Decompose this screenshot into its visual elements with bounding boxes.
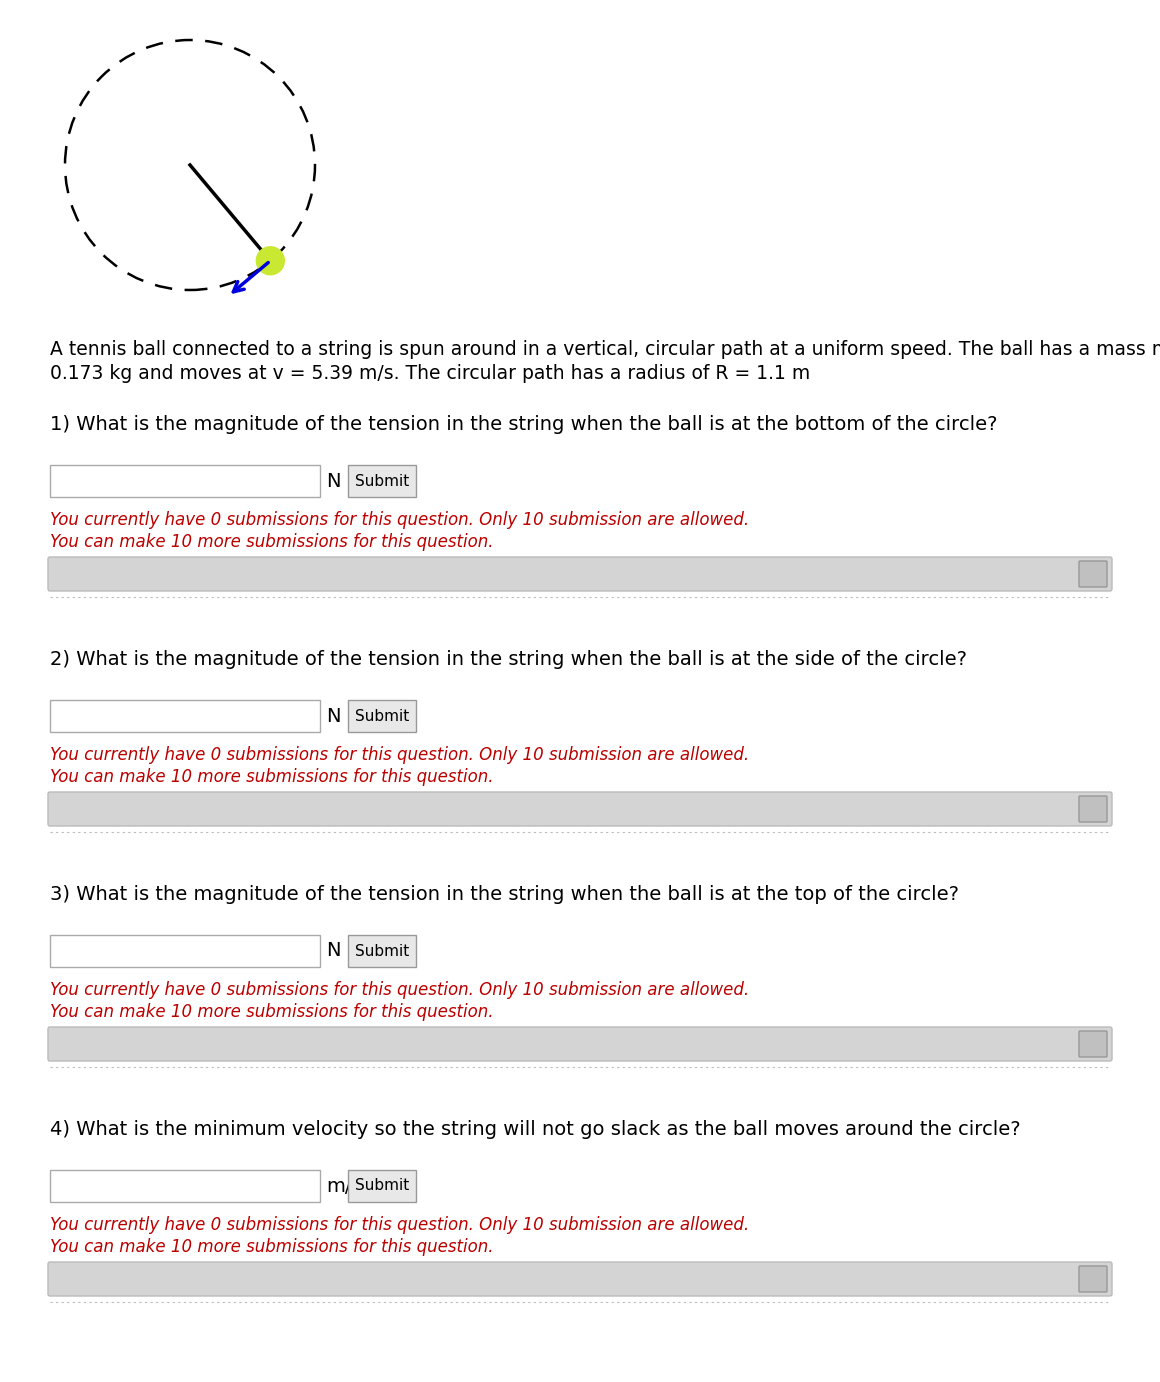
Circle shape	[256, 247, 284, 275]
Text: m/s: m/s	[326, 1176, 362, 1195]
Text: You can make 10 more submissions for this question.: You can make 10 more submissions for thi…	[50, 1003, 493, 1021]
Text: You can make 10 more submissions for this question.: You can make 10 more submissions for thi…	[50, 533, 493, 551]
Text: You can make 10 more submissions for this question.: You can make 10 more submissions for thi…	[50, 768, 493, 786]
FancyBboxPatch shape	[1079, 561, 1107, 587]
Text: A tennis ball connected to a string is spun around in a vertical, circular path : A tennis ball connected to a string is s…	[50, 340, 1160, 359]
Text: N: N	[326, 941, 341, 960]
FancyBboxPatch shape	[1079, 796, 1107, 822]
Text: 3) What is the magnitude of the tension in the string when the ball is at the to: 3) What is the magnitude of the tension …	[50, 884, 959, 904]
FancyBboxPatch shape	[1079, 1031, 1107, 1057]
Text: You currently have 0 submissions for this question. Only 10 submission are allow: You currently have 0 submissions for thi…	[50, 1216, 749, 1234]
FancyBboxPatch shape	[50, 701, 320, 732]
Text: N: N	[326, 706, 341, 726]
FancyBboxPatch shape	[50, 1171, 320, 1202]
Text: +: +	[1086, 800, 1100, 818]
Text: +: +	[1086, 565, 1100, 583]
Text: 1) What is the magnitude of the tension in the string when the ball is at the bo: 1) What is the magnitude of the tension …	[50, 415, 998, 434]
Text: 0.173 kg and moves at v = 5.39 m/s. The circular path has a radius of R = 1.1 m: 0.173 kg and moves at v = 5.39 m/s. The …	[50, 363, 810, 383]
Text: 2) What is the magnitude of the tension in the string when the ball is at the si: 2) What is the magnitude of the tension …	[50, 650, 967, 669]
Text: You currently have 0 submissions for this question. Only 10 submission are allow: You currently have 0 submissions for thi…	[50, 746, 749, 764]
Text: You can make 10 more submissions for this question.: You can make 10 more submissions for thi…	[50, 1238, 493, 1256]
FancyBboxPatch shape	[50, 936, 320, 967]
Text: Submit: Submit	[355, 944, 409, 959]
Text: 4) What is the minimum velocity so the string will not go slack as the ball move: 4) What is the minimum velocity so the s…	[50, 1119, 1021, 1139]
Text: Submit: Submit	[355, 709, 409, 724]
FancyBboxPatch shape	[48, 792, 1112, 826]
Text: Submit: Submit	[355, 1179, 409, 1194]
FancyBboxPatch shape	[348, 936, 416, 967]
Text: +: +	[1086, 1270, 1100, 1288]
FancyBboxPatch shape	[50, 464, 320, 498]
FancyBboxPatch shape	[348, 464, 416, 498]
FancyBboxPatch shape	[348, 1171, 416, 1202]
Text: You currently have 0 submissions for this question. Only 10 submission are allow: You currently have 0 submissions for thi…	[50, 511, 749, 529]
Text: Submit: Submit	[355, 474, 409, 488]
Text: +: +	[1086, 1035, 1100, 1053]
FancyBboxPatch shape	[1079, 1266, 1107, 1292]
Text: N: N	[326, 471, 341, 491]
FancyBboxPatch shape	[48, 1027, 1112, 1061]
FancyBboxPatch shape	[48, 1262, 1112, 1296]
FancyBboxPatch shape	[48, 557, 1112, 591]
Text: You currently have 0 submissions for this question. Only 10 submission are allow: You currently have 0 submissions for thi…	[50, 981, 749, 999]
FancyBboxPatch shape	[348, 701, 416, 732]
